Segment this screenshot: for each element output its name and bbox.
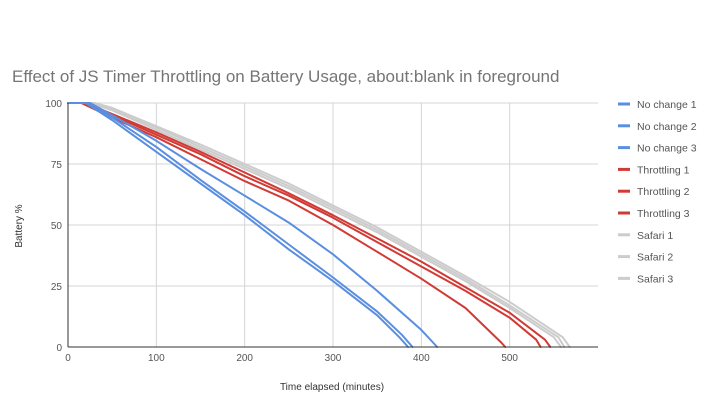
legend-label: Throttling 2 bbox=[637, 186, 690, 198]
y-tick-label: 25 bbox=[51, 282, 63, 293]
series-line-safari-3 bbox=[67, 102, 571, 348]
chart-title: Effect of JS Timer Throttling on Battery… bbox=[12, 67, 559, 86]
legend-label: Safari 2 bbox=[637, 252, 673, 264]
x-tick-label: 200 bbox=[236, 353, 253, 364]
legend-label: Safari 3 bbox=[637, 273, 673, 285]
x-tick-label: 300 bbox=[325, 353, 342, 364]
grid bbox=[68, 102, 598, 347]
legend-label: No change 3 bbox=[637, 143, 697, 155]
y-tick-label: 75 bbox=[51, 160, 63, 171]
y-tick-label: 0 bbox=[56, 343, 62, 354]
series-line-throttling-3 bbox=[67, 102, 552, 348]
x-tick-label: 400 bbox=[413, 353, 430, 364]
series-line-no-change-1 bbox=[67, 102, 410, 348]
series-group bbox=[67, 102, 571, 348]
y-tick-label: 100 bbox=[45, 99, 62, 110]
x-tick-label: 100 bbox=[148, 353, 165, 364]
series-line-safari-2 bbox=[67, 102, 566, 348]
legend-label: Throttling 1 bbox=[637, 164, 690, 176]
series-line-safari-1 bbox=[67, 102, 562, 348]
legend-label: Safari 1 bbox=[637, 230, 673, 242]
legend-label: No change 2 bbox=[637, 121, 697, 133]
x-axis-title: Time elapsed (minutes) bbox=[280, 382, 384, 393]
axes: 0 25 50 75 100 0 100 200 300 400 500 bbox=[45, 99, 598, 364]
series-line-no-change-2 bbox=[67, 102, 414, 348]
legend: No change 1 No change 2 No change 3 Throttl… bbox=[618, 99, 697, 285]
x-tick-label: 0 bbox=[65, 353, 71, 364]
series-line-no-change-3 bbox=[67, 102, 439, 348]
legend-label: No change 1 bbox=[637, 99, 697, 111]
legend-label: Throttling 3 bbox=[637, 208, 690, 220]
y-axis-title: Battery % bbox=[14, 204, 25, 247]
x-tick-label: 500 bbox=[501, 353, 518, 364]
y-tick-label: 50 bbox=[51, 221, 63, 232]
